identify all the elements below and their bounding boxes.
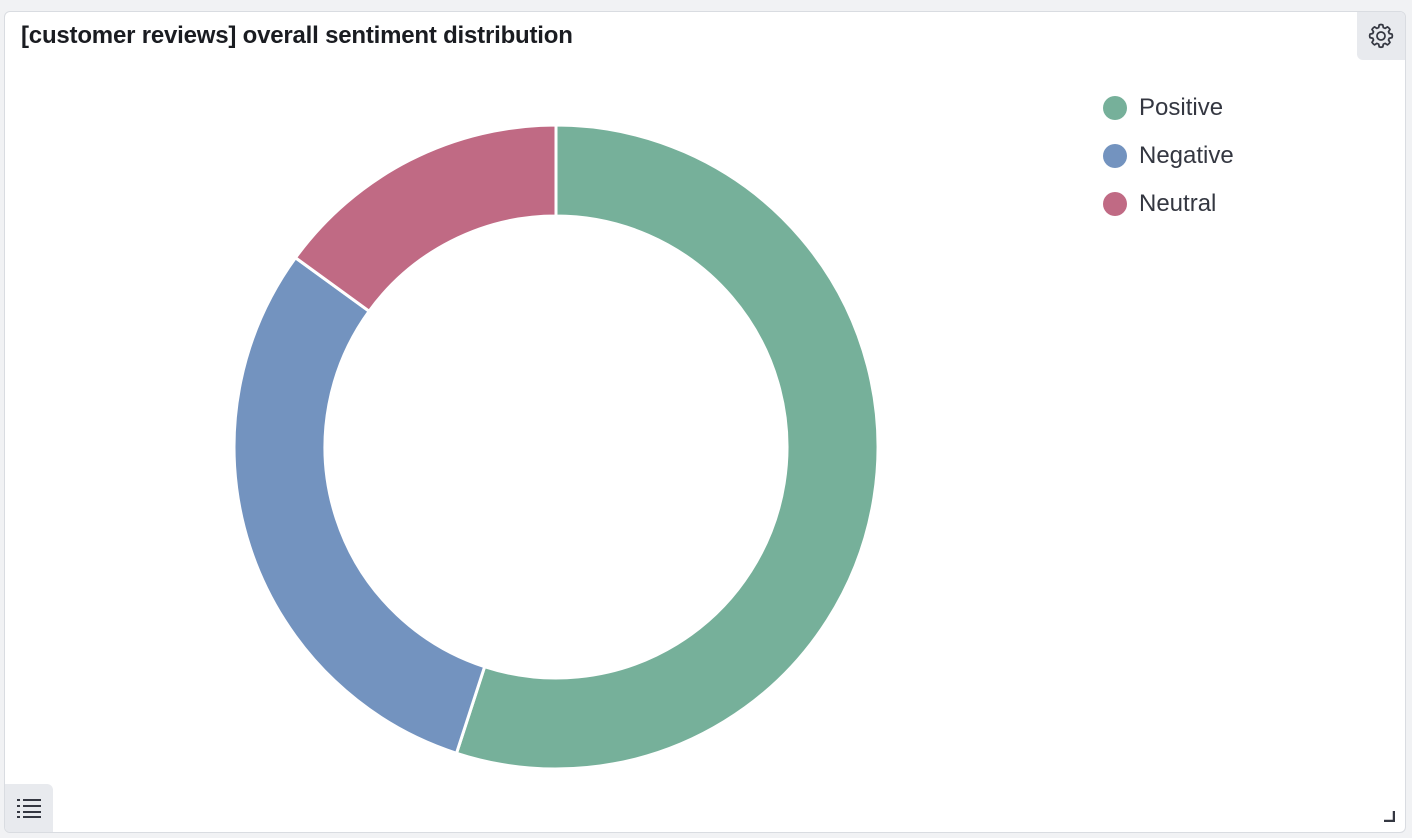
legend-label: Positive [1139, 94, 1224, 121]
donut-slice-negative[interactable] [232, 255, 487, 756]
legend-item-positive[interactable]: Positive [1103, 84, 1234, 132]
panel-title: [customer reviews] overall sentiment dis… [21, 22, 573, 49]
toggle-legend-button[interactable] [5, 784, 53, 832]
gear-icon [1368, 23, 1394, 49]
resize-corner-icon[interactable] [1383, 810, 1395, 822]
donut-slice-positive[interactable] [454, 123, 880, 771]
chart-legend: Positive Negative Neutral [1103, 84, 1234, 228]
legend-label: Neutral [1139, 190, 1217, 217]
legend-swatch [1103, 192, 1127, 216]
visualization-panel: [customer reviews] overall sentiment dis… [4, 11, 1406, 833]
donut-slice-neutral[interactable] [293, 123, 558, 314]
legend-item-negative[interactable]: Negative [1103, 132, 1234, 180]
list-icon [17, 799, 41, 818]
legend-swatch [1103, 96, 1127, 120]
legend-item-neutral[interactable]: Neutral [1103, 180, 1234, 228]
legend-label: Negative [1139, 142, 1234, 169]
donut-chart [232, 123, 880, 771]
panel-settings-button[interactable] [1357, 12, 1405, 60]
legend-swatch [1103, 144, 1127, 168]
